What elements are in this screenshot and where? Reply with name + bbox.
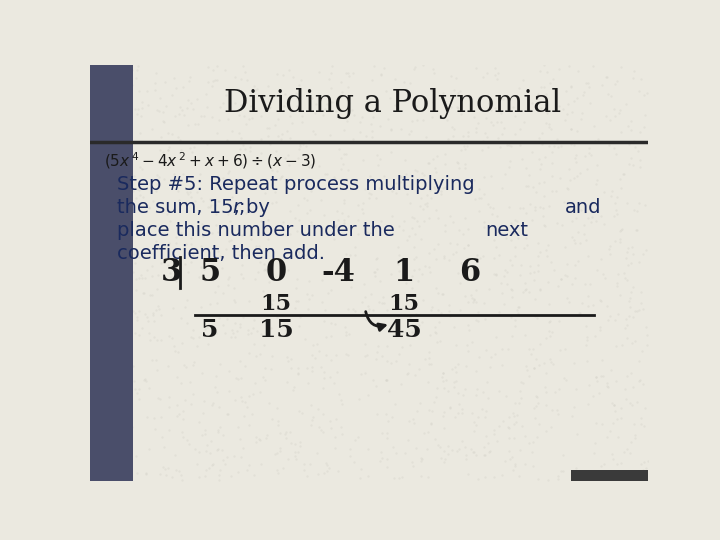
Text: 45: 45 <box>387 318 421 342</box>
Text: -4: -4 <box>321 257 355 288</box>
Text: 15: 15 <box>258 318 293 342</box>
Text: and: and <box>565 198 601 217</box>
Text: 5: 5 <box>202 318 219 342</box>
Text: next: next <box>485 221 528 240</box>
Text: Step #5: Repeat process multiplying: Step #5: Repeat process multiplying <box>117 174 474 194</box>
Text: 5: 5 <box>199 257 221 288</box>
Text: 3: 3 <box>161 257 182 288</box>
Bar <box>570 470 648 481</box>
Text: the sum, 15, by: the sum, 15, by <box>117 198 276 217</box>
Text: 1: 1 <box>393 257 415 288</box>
Text: 15: 15 <box>388 293 419 314</box>
Text: 6: 6 <box>459 257 480 288</box>
Text: place this number under the: place this number under the <box>117 221 395 240</box>
Text: ;: ; <box>239 198 246 217</box>
FancyArrowPatch shape <box>366 312 385 330</box>
Text: 0: 0 <box>266 257 287 288</box>
Bar <box>90 65 132 481</box>
Text: r: r <box>232 198 240 217</box>
Text: coefficient, then add.: coefficient, then add. <box>117 244 325 263</box>
Text: Dividing a Polynomial: Dividing a Polynomial <box>224 88 561 119</box>
Text: 15: 15 <box>261 293 292 314</box>
Text: $\left(5x^{\,4}-4x^{\,2}+x+6\right)\div(x-3)$: $\left(5x^{\,4}-4x^{\,2}+x+6\right)\div(… <box>104 151 316 171</box>
